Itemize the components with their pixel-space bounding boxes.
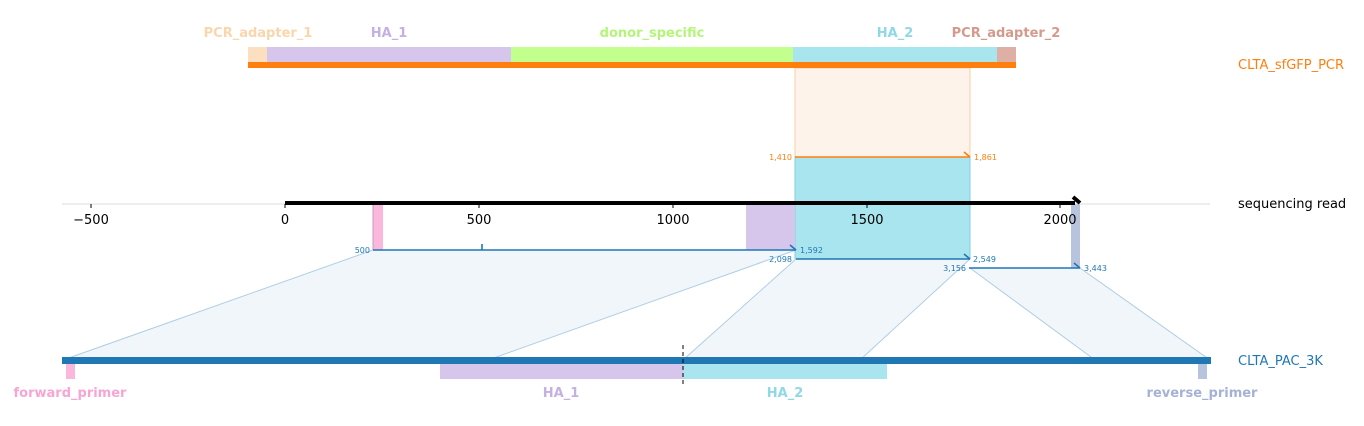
bottom-feature-reverse-primer	[1198, 364, 1207, 379]
top-alignment-end-label: 1,861	[974, 153, 997, 162]
bottom-label-forward-primer: forward_primer	[14, 386, 128, 401]
track-label-bottom: CLTA_PAC_3K	[1238, 354, 1323, 369]
top-feature-pcr-adapter-2	[997, 47, 1016, 63]
top-feature-donor-specific	[511, 47, 793, 63]
bottom-feature-labels: forward_primer HA_1 HA_2 reverse_primer	[14, 386, 1259, 401]
read-ha2-band	[795, 157, 970, 259]
top-label-pcr-adapter-1: PCR_adapter_1	[204, 26, 313, 41]
track-label-top: CLTA_sfGFP_PCR	[1238, 58, 1344, 73]
axis-ticks	[90, 204, 1061, 208]
bottom-label-ha-1: HA_1	[543, 386, 580, 401]
read-axis: −500 0 500 1000 1500 2000	[62, 195, 1210, 228]
tick-label-2000: 2000	[1043, 213, 1076, 228]
top-feature-pcr-adapter-1	[248, 47, 267, 63]
tick-label-neg500: −500	[73, 213, 109, 228]
read-reverse-primer-mark	[1071, 204, 1080, 268]
top-reference-line	[248, 62, 1016, 68]
top-feature-bar	[248, 47, 1016, 68]
seg3-end-label: 3,443	[1084, 264, 1107, 273]
track-label-read: sequencing read	[1238, 197, 1346, 212]
top-label-ha-1: HA_1	[371, 26, 408, 41]
top-alignment-arrow: 1,410 1,861	[769, 151, 997, 162]
top-label-donor-specific: donor_specific	[600, 26, 705, 41]
top-alignment-start-label: 1,410	[769, 153, 792, 162]
tick-label-1000: 1000	[656, 213, 689, 228]
read-alignment-arrows: 500 1,592 2,098 2,549 3,156 3,443	[355, 244, 1107, 273]
read-to-reference-connectors	[62, 249, 1212, 361]
tick-label-500: 500	[467, 213, 492, 228]
seg1-start-label: 500	[355, 246, 370, 255]
top-feature-labels: PCR_adapter_1 HA_1 donor_specific HA_2 P…	[204, 26, 1061, 41]
seg1-end-label: 1,592	[800, 246, 823, 255]
seg2-start-label: 2,098	[769, 255, 792, 264]
top-feature-ha-2	[793, 47, 997, 63]
top-label-ha-2: HA_2	[877, 26, 914, 41]
read-ha1-band	[746, 204, 795, 250]
bottom-feature-ha-2	[683, 364, 887, 379]
top-feature-ha-1	[267, 47, 511, 63]
read-forward-primer-mark	[373, 204, 383, 250]
tick-label-1500: 1500	[850, 213, 883, 228]
bottom-reference-line	[62, 357, 1211, 364]
top-connector-region	[794, 67, 971, 158]
seg2-end-label: 2,549	[973, 255, 996, 264]
bottom-feature-ha-1	[440, 364, 683, 379]
connector-segment-3	[968, 267, 1212, 361]
bottom-feature-forward-primer	[66, 364, 75, 379]
bottom-label-reverse-primer: reverse_primer	[1147, 386, 1259, 401]
connector-segment-1	[62, 249, 797, 361]
top-label-pcr-adapter-2: PCR_adapter_2	[952, 26, 1061, 41]
seg3-start-label: 3,156	[943, 264, 966, 273]
tick-label-0: 0	[281, 213, 289, 228]
read-arrow-head	[1071, 195, 1082, 205]
bottom-label-ha-2: HA_2	[767, 386, 804, 401]
bottom-feature-bar	[62, 345, 1211, 384]
